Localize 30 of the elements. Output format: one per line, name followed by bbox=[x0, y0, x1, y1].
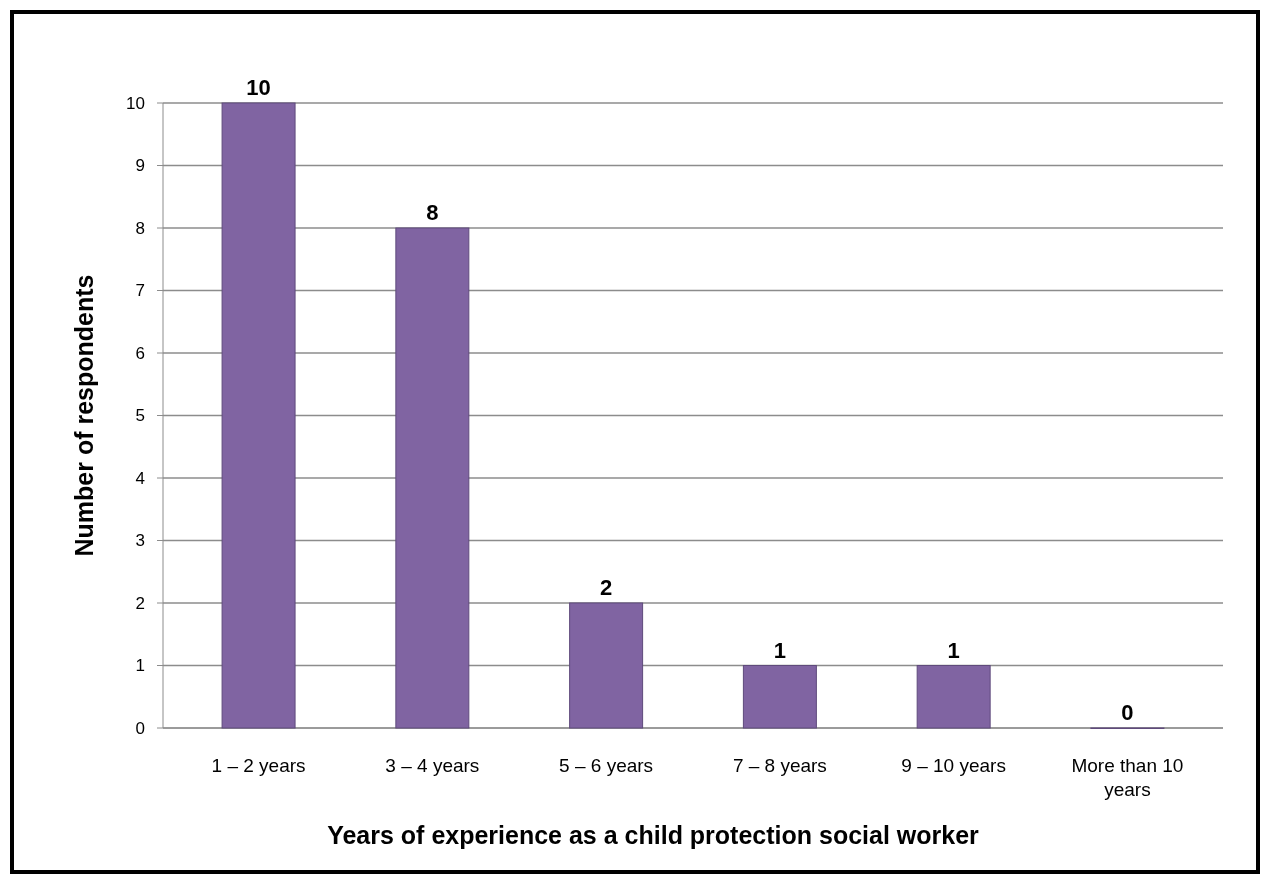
x-tick-label: 7 – 8 years bbox=[732, 755, 827, 776]
y-tick-label: 1 bbox=[135, 656, 145, 676]
y-tick-label: 8 bbox=[135, 218, 145, 238]
bar bbox=[569, 602, 644, 729]
y-tick-label: 4 bbox=[135, 468, 145, 488]
data-label: 0 bbox=[1121, 700, 1134, 725]
y-tick-label: 5 bbox=[135, 406, 145, 426]
x-axis-title: Years of experience as a child protection social worker bbox=[327, 821, 980, 849]
bar bbox=[395, 227, 470, 729]
y-tick-label: 0 bbox=[135, 718, 145, 738]
x-tick-label: 3 – 4 years bbox=[385, 755, 480, 776]
y-tick-label: 6 bbox=[135, 343, 145, 363]
x-tick-label: 5 – 6 years bbox=[559, 755, 654, 776]
bar bbox=[742, 665, 817, 729]
y-tick-label: 2 bbox=[135, 593, 145, 613]
data-label: 1 bbox=[947, 637, 960, 663]
data-label: 8 bbox=[426, 200, 439, 225]
y-tick-label: 7 bbox=[135, 281, 145, 301]
bar bbox=[916, 665, 991, 729]
y-tick-label: 9 bbox=[135, 156, 145, 176]
x-tick-label: 1 – 2 years bbox=[211, 755, 306, 776]
y-axis-title: Number of respondents bbox=[70, 274, 98, 557]
data-label: 10 bbox=[246, 75, 271, 100]
data-label: 1 bbox=[773, 637, 787, 663]
y-tick-label: 10 bbox=[126, 93, 145, 113]
data-label: 2 bbox=[599, 575, 613, 600]
y-tick-label: 3 bbox=[135, 531, 145, 551]
bar bbox=[221, 102, 296, 729]
x-tick-label: 9 – 10 years bbox=[901, 755, 1006, 776]
x-tick-label: More than 10 years bbox=[1071, 755, 1184, 800]
